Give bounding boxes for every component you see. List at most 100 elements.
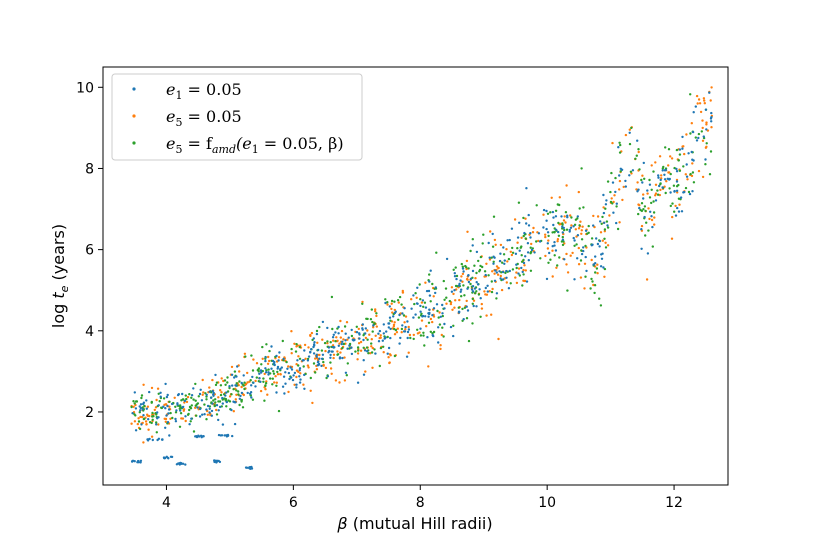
scatter-point	[643, 205, 647, 208]
scatter-point	[140, 396, 143, 400]
scatter-point	[135, 400, 139, 403]
scatter-point	[412, 337, 415, 341]
scatter-point	[635, 188, 638, 191]
scatter-point	[603, 237, 606, 240]
scatter-point	[223, 434, 226, 437]
scatter-point	[343, 325, 347, 328]
scatter-point	[419, 310, 422, 313]
scatter-point	[240, 391, 244, 395]
scatter-point	[198, 415, 202, 418]
x-axis-label: β (mutual Hill radii)	[336, 514, 492, 533]
scatter-point	[139, 403, 143, 406]
scatter-point	[425, 325, 428, 328]
scatter-point	[695, 94, 699, 98]
scatter-point	[363, 349, 367, 352]
scatter-point	[465, 299, 468, 303]
scatter-point	[513, 218, 517, 221]
scatter-point	[517, 201, 521, 204]
scatter-point	[406, 330, 410, 334]
scatter-point	[401, 324, 404, 327]
scatter-point	[339, 351, 342, 354]
scatter-point	[188, 393, 191, 396]
scatter-point	[457, 284, 461, 287]
scatter-point	[673, 166, 676, 170]
scatter-point	[591, 280, 594, 283]
scatter-point	[251, 398, 255, 401]
scatter-point	[293, 371, 297, 375]
scatter-point	[163, 456, 166, 459]
scatter-point	[520, 266, 523, 270]
scatter-point	[696, 102, 699, 105]
scatter-point	[438, 323, 442, 326]
scatter-point	[710, 111, 713, 115]
scatter-point	[496, 273, 500, 276]
scatter-point	[175, 463, 179, 466]
scatter-point	[618, 188, 621, 191]
scatter-point	[215, 461, 218, 464]
scatter-point	[674, 214, 678, 217]
scatter-point	[268, 349, 271, 353]
scatter-point	[445, 296, 448, 299]
scatter-point	[517, 272, 520, 275]
scatter-point	[678, 148, 682, 151]
scatter-point	[197, 395, 200, 398]
scatter-point	[379, 336, 382, 339]
scatter-point	[605, 199, 608, 202]
scatter-point	[479, 264, 482, 268]
scatter-point	[345, 321, 349, 324]
scatter-point	[419, 327, 422, 330]
scatter-point	[169, 417, 172, 420]
scatter-point	[580, 232, 583, 235]
scatter-point	[153, 408, 156, 412]
scatter-point	[200, 399, 204, 402]
scatter-point	[495, 297, 498, 300]
scatter-point	[557, 221, 560, 225]
scatter-point	[179, 409, 182, 412]
scatter-point	[211, 402, 214, 405]
scatter-point	[563, 258, 566, 261]
scatter-point	[368, 333, 371, 336]
scatter-point	[575, 243, 578, 246]
scatter-point	[521, 284, 524, 287]
scatter-point	[601, 215, 604, 219]
scatter-point	[580, 238, 584, 241]
scatter-point	[698, 102, 702, 105]
scatter-point	[267, 373, 270, 376]
scatter-point	[171, 416, 174, 420]
scatter-point	[576, 215, 579, 218]
scatter-point	[529, 269, 533, 272]
scatter-point	[651, 225, 654, 229]
scatter-point	[199, 388, 202, 391]
scatter-point	[293, 383, 296, 386]
scatter-point	[675, 180, 679, 183]
scatter-point	[199, 407, 202, 411]
scatter-point	[563, 215, 566, 218]
scatter-point	[684, 186, 688, 190]
scatter-point	[560, 215, 563, 218]
scatter-point	[385, 330, 388, 333]
scatter-point	[327, 346, 331, 349]
scatter-point	[524, 217, 527, 220]
scatter-point	[329, 361, 332, 364]
scatter-point	[251, 369, 255, 372]
scatter-point	[530, 242, 533, 246]
scatter-point	[598, 297, 601, 300]
scatter-point	[642, 193, 645, 196]
scatter-point	[276, 365, 280, 369]
scatter-point	[423, 344, 426, 347]
scatter-point	[504, 271, 507, 275]
scatter-point	[576, 234, 580, 237]
legend-marker	[132, 114, 136, 118]
scatter-point	[417, 316, 421, 319]
scatter-point	[581, 225, 584, 228]
scatter-point	[130, 405, 133, 409]
scatter-point	[673, 189, 676, 193]
scatter-point	[501, 261, 504, 264]
scatter-point	[145, 407, 148, 410]
scatter-point	[332, 339, 335, 342]
scatter-point	[453, 275, 457, 278]
scatter-point	[165, 414, 168, 417]
scatter-point	[326, 342, 329, 345]
scatter-point	[218, 405, 222, 409]
scatter-point	[272, 370, 275, 373]
